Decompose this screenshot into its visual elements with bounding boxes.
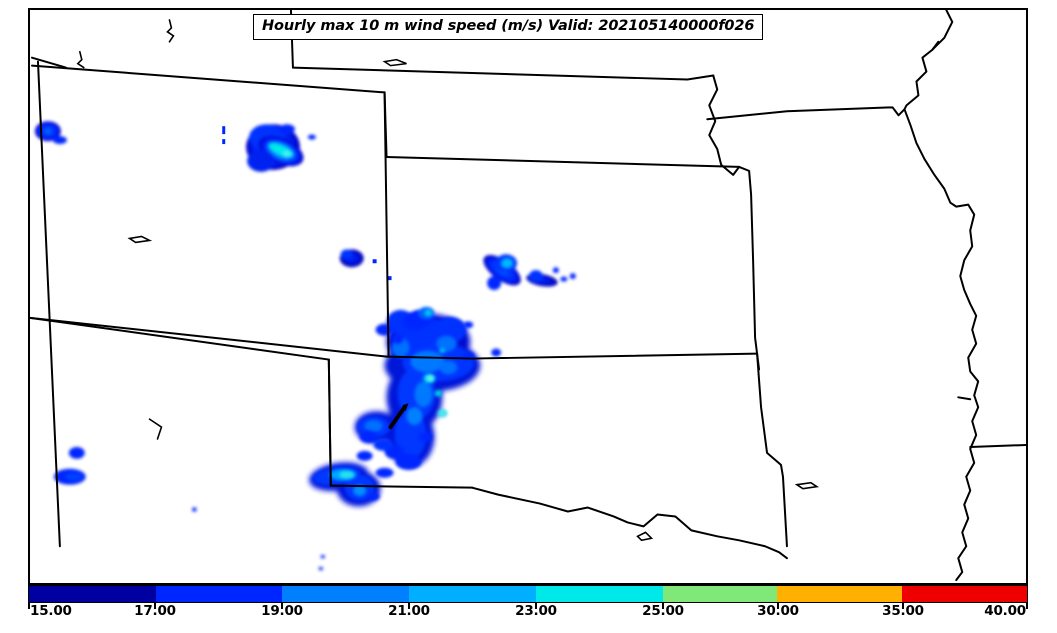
colorbar-tick-15: [28, 603, 30, 609]
colorbar-segment-19-21: [282, 586, 410, 602]
colorbar-label-19: 19.00: [261, 603, 303, 619]
storm-cell-east-new-mexico: [309, 462, 381, 507]
colorbar-tick-19: [281, 603, 283, 609]
colorbar-gradient: [28, 585, 1028, 603]
colorbar-label-23: 23.00: [515, 603, 557, 619]
inland-water-features: [76, 19, 820, 542]
colorbar-tick-21: [408, 603, 410, 609]
storm-cell-west-kansas-b: [526, 267, 576, 287]
map-panel: [28, 8, 1028, 585]
colorbar-segment-23-25: [535, 586, 663, 602]
colorbar-tick-labels: 15.00 17.00 19.00 21.00 23.00 25.00 30.00 35.00…: [0, 603, 1057, 627]
colorbar-label-25: 25.00: [642, 603, 684, 619]
storm-cell-west-kansas-a: [483, 254, 521, 291]
colorbar-segment-21-23: [409, 586, 536, 602]
colorbar-segment-17-19: [155, 586, 283, 602]
storm-cell-north-new-mexico: [53, 446, 325, 571]
colorbar-label-40: 40.00: [984, 603, 1026, 619]
colorbar-segment-25-30: [662, 586, 778, 602]
storm-cluster-panhandle: [354, 306, 502, 478]
state-boundaries: [30, 10, 1026, 582]
colorbar-label-15: 15.00: [30, 603, 72, 619]
map-canvas: [30, 10, 1026, 582]
storm-cell-se-colorado: [339, 249, 364, 268]
colorbar-label-35: 35.00: [882, 603, 924, 619]
wind-speed-field: [34, 121, 576, 571]
storm-speckles-central-colorado: [222, 126, 392, 281]
colorbar-tick-23: [535, 603, 537, 609]
colorbar-ticks: [28, 603, 1028, 610]
colorbar-label-21: 21.00: [388, 603, 430, 619]
colorbar-label-17: 17.00: [134, 603, 176, 619]
storm-cell-ne-colorado: [246, 124, 316, 172]
colorbar-segment-35-40: [902, 586, 1027, 602]
colorbar-segment-30-35: [777, 586, 903, 602]
colorbar: [28, 585, 1028, 609]
figure-title: Hourly max 10 m wind speed (m/s) Valid: …: [253, 14, 764, 40]
colorbar-tick-17: [154, 603, 156, 609]
colorbar-tick-35: [902, 603, 904, 609]
colorbar-segment-15-17: [29, 586, 156, 602]
colorbar-tick-30: [777, 603, 779, 609]
colorbar-tick-25: [662, 603, 664, 609]
colorbar-tick-40: [1026, 603, 1028, 609]
colorbar-label-30: 30.00: [757, 603, 799, 619]
storm-cell-nw-colorado: [34, 121, 67, 145]
